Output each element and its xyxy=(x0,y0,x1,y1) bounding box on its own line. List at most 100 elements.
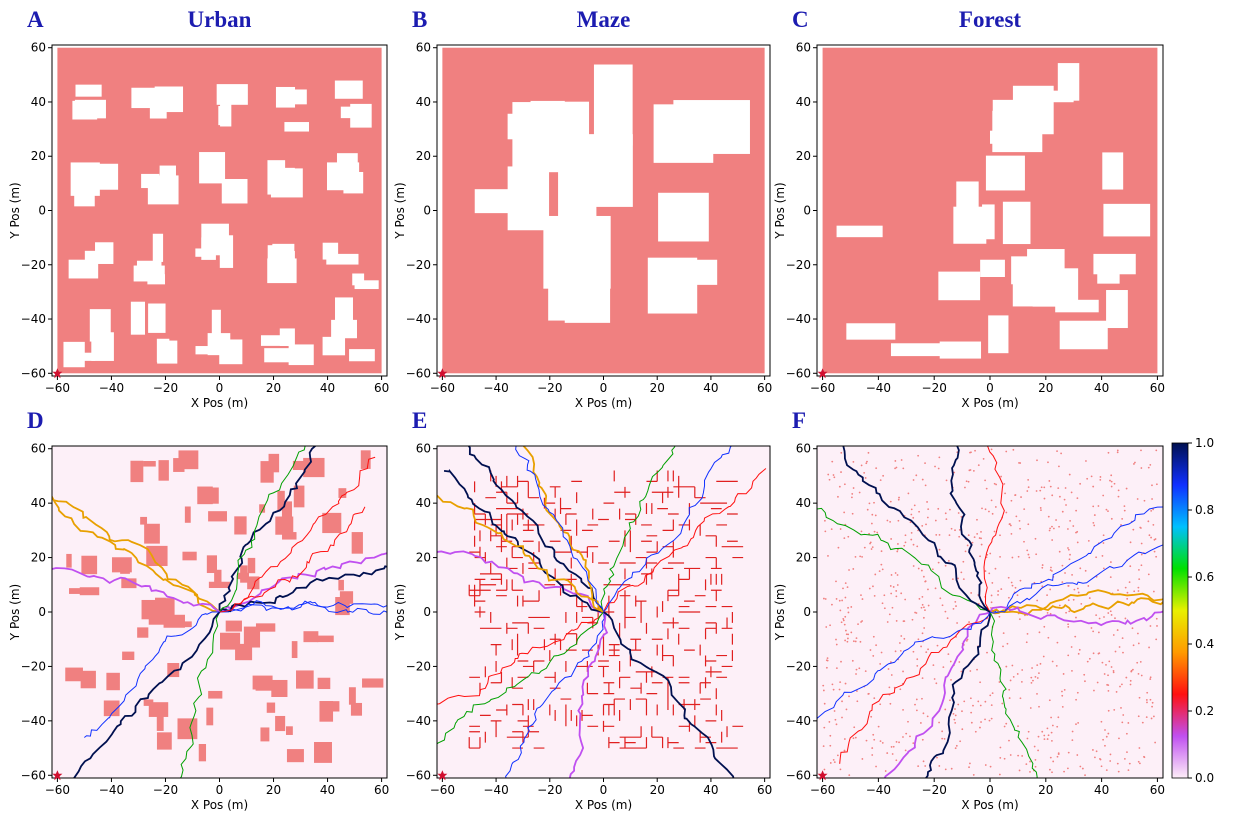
obstacle xyxy=(1093,524,1096,527)
obstacle xyxy=(1061,510,1064,513)
obstacle xyxy=(921,677,924,680)
obstacle xyxy=(1084,569,1087,572)
obstacle xyxy=(1073,588,1076,591)
obstacle xyxy=(927,648,929,651)
obstacle xyxy=(1005,450,1008,453)
obstacle xyxy=(1117,489,1120,492)
obstacle xyxy=(1034,675,1037,678)
obstacle xyxy=(1152,523,1155,526)
obstacle xyxy=(880,563,883,566)
obstacle xyxy=(938,548,941,551)
obstacle xyxy=(1095,556,1098,559)
obstacle xyxy=(1109,576,1112,579)
obstacle xyxy=(988,719,991,722)
obstacle xyxy=(1051,739,1053,742)
obstacle xyxy=(1110,614,1113,616)
obstacle xyxy=(79,587,100,596)
obstacle xyxy=(314,741,332,763)
obstacle xyxy=(1117,770,1120,773)
obstacle xyxy=(1151,701,1154,704)
uncovered-area xyxy=(156,338,170,363)
obstacle xyxy=(927,604,930,607)
y-tick-label: 20 xyxy=(31,551,46,565)
obstacle xyxy=(1067,654,1070,657)
obstacle xyxy=(1116,449,1119,452)
obstacle xyxy=(1107,684,1110,687)
obstacle xyxy=(1006,642,1009,645)
obstacle xyxy=(277,490,285,511)
obstacle xyxy=(867,451,870,454)
x-tick-label: 20 xyxy=(266,381,281,395)
obstacle xyxy=(910,508,913,511)
obstacle xyxy=(1071,670,1073,672)
obstacle xyxy=(1017,754,1020,757)
obstacle xyxy=(905,732,908,735)
start-marker xyxy=(52,770,63,781)
obstacle xyxy=(1040,486,1043,489)
obstacle xyxy=(1037,735,1040,738)
obstacle xyxy=(1067,547,1069,549)
obstacle xyxy=(1090,475,1093,478)
obstacle xyxy=(338,579,344,591)
obstacle xyxy=(1049,612,1052,615)
obstacle xyxy=(1018,519,1021,522)
robot-path xyxy=(218,446,317,613)
obstacle xyxy=(860,594,862,596)
obstacle xyxy=(1136,661,1139,664)
obstacle xyxy=(904,598,907,601)
robot-path xyxy=(437,494,604,613)
obstacle xyxy=(292,460,309,470)
y-tick-label: 0 xyxy=(38,605,46,619)
robot-path xyxy=(989,506,1163,613)
obstacle xyxy=(846,586,849,589)
obstacle xyxy=(1134,461,1136,464)
obstacle xyxy=(1076,541,1079,544)
obstacle xyxy=(868,502,871,505)
obstacle xyxy=(1067,548,1070,551)
obstacle xyxy=(1088,597,1091,599)
uncovered-area xyxy=(1059,320,1108,350)
obstacle xyxy=(1051,660,1054,663)
obstacle xyxy=(944,610,947,613)
obstacle xyxy=(252,675,273,690)
obstacle xyxy=(879,663,882,665)
obstacle xyxy=(847,535,850,538)
obstacle xyxy=(985,487,988,490)
obstacle xyxy=(825,659,828,662)
x-tick-label: 60 xyxy=(1150,783,1165,797)
obstacle xyxy=(924,462,926,465)
obstacle xyxy=(1007,596,1010,599)
obstacle xyxy=(1056,755,1059,758)
obstacle xyxy=(143,461,156,467)
obstacle xyxy=(1115,691,1118,693)
obstacle xyxy=(1076,530,1079,533)
x-tick-label: −20 xyxy=(537,783,562,797)
obstacle xyxy=(1127,769,1130,772)
obstacle xyxy=(954,714,957,717)
obstacle xyxy=(1107,451,1110,454)
obstacle xyxy=(957,577,959,580)
panel-title: Maze xyxy=(577,7,631,32)
uncovered-area xyxy=(279,328,295,346)
obstacle xyxy=(944,708,947,711)
map-texture xyxy=(437,446,770,778)
obstacle xyxy=(922,712,925,715)
obstacle xyxy=(927,588,929,591)
y-tick-label: 60 xyxy=(416,41,431,55)
obstacle xyxy=(953,718,956,721)
obstacle xyxy=(1140,467,1143,469)
obstacle xyxy=(863,471,866,474)
obstacle xyxy=(921,595,924,598)
colorbar-tick-label: 0.2 xyxy=(1195,704,1214,718)
obstacle xyxy=(841,700,843,703)
obstacle xyxy=(989,552,992,555)
x-tick-label: −40 xyxy=(99,783,124,797)
obstacle xyxy=(923,627,926,629)
obstacle xyxy=(840,660,842,663)
obstacle xyxy=(899,649,902,652)
uncovered-area xyxy=(572,134,633,207)
obstacle xyxy=(871,754,874,756)
obstacle xyxy=(1131,668,1134,671)
robot-path xyxy=(54,499,221,613)
obstacle xyxy=(955,605,957,607)
